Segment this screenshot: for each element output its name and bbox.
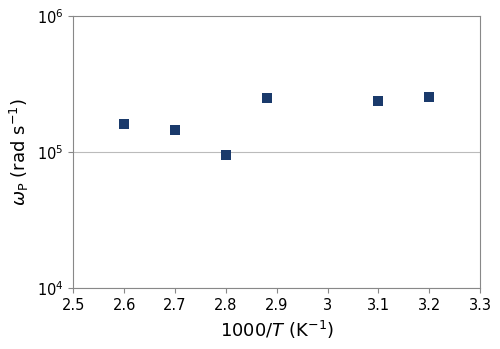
- Point: [374, 98, 382, 103]
- Point: [120, 122, 128, 127]
- X-axis label: 1000/$T$ (K$^{-1}$): 1000/$T$ (K$^{-1}$): [220, 319, 334, 341]
- Point: [426, 94, 434, 100]
- Y-axis label: $\it{\omega}_{\rm{P}}$ (rad s$^{-1}$): $\it{\omega}_{\rm{P}}$ (rad s$^{-1}$): [8, 98, 32, 206]
- Point: [171, 127, 179, 133]
- Point: [262, 95, 270, 101]
- Point: [222, 153, 230, 158]
